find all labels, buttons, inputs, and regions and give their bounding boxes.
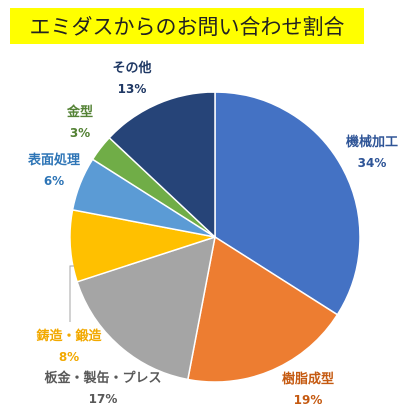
slice-percent-label: 8%: [59, 350, 79, 364]
slice-category-label: 板金・製缶・プレス: [44, 370, 161, 386]
pie-slice: [214, 91, 361, 316]
slice-percent-label: 17%: [89, 392, 118, 406]
slice-percent-label: 19%: [294, 393, 323, 407]
slice-category-label: 樹脂成型: [282, 371, 334, 387]
slice-percent-label: 6%: [44, 174, 64, 188]
chart-title: エミダスからのお問い合わせ割合: [30, 15, 345, 39]
slice-category-label: 鋳造・鍛造: [36, 328, 102, 344]
pie-slice: [76, 235, 216, 381]
pie-slice: [186, 235, 339, 383]
pie-slices: [69, 91, 361, 383]
slice-category-label: その他: [112, 60, 151, 76]
title-background: [10, 8, 364, 44]
slice-category-label: 表面処理: [27, 152, 80, 168]
pie-slice: [108, 91, 216, 239]
slice-category-label: 機械加工: [346, 134, 398, 150]
slice-percent-label: 34%: [358, 156, 387, 170]
slice-labels: 機械加工 34% 樹脂成型 19% 板金・製缶・プレス 17% 鋳造・鍛造 8% 表面処理 6% 金…: [27, 60, 398, 407]
leader-lines: [69, 265, 74, 322]
slice-percent-label: 13%: [118, 82, 147, 96]
slice-category-label: 金型: [66, 104, 93, 120]
slice-percent-label: 3%: [70, 126, 90, 140]
leader-line: [69, 265, 74, 322]
